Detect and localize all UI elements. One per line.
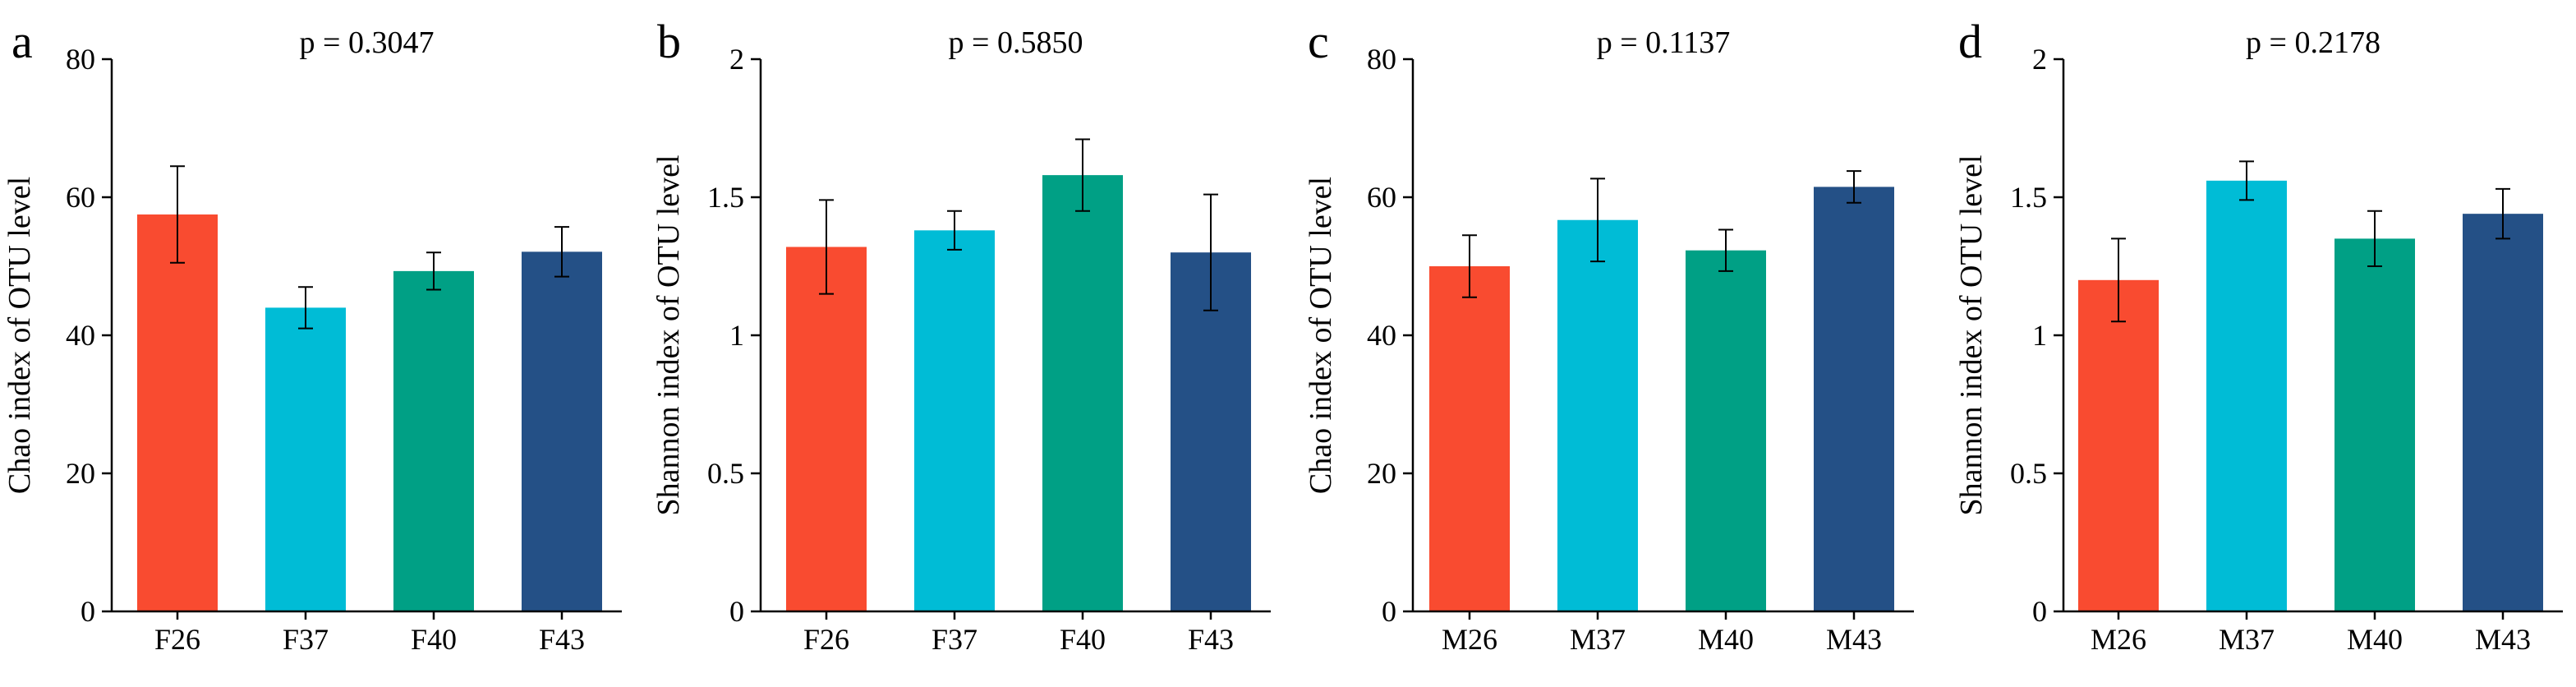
chart-a-bar-F40 (393, 270, 474, 611)
chart-d-bar-M40 (2334, 238, 2415, 611)
chart-c-ylabel: Chao index of OTU level (1304, 177, 1338, 494)
chart-d-ytick-label-0: 0 (2032, 595, 2047, 628)
chart-d-ytick-label-3: 1.5 (2010, 181, 2047, 214)
chart-a-xtick-label-F43: F43 (539, 623, 585, 656)
chart-c-xtick-label-M40: M40 (1698, 623, 1754, 656)
chart-a-panel-letter: a (12, 15, 33, 68)
chart-b-ytick-label-1: 0.5 (707, 457, 744, 490)
chart-a-title: p = 0.3047 (300, 25, 435, 60)
chart-a-bar-F37 (265, 307, 346, 611)
chart-c-title: p = 0.1137 (1597, 25, 1731, 60)
chart-a-xtick-label-F40: F40 (411, 623, 457, 656)
chart-c-bar-M37 (1557, 219, 1638, 611)
chart-d-ytick-label-4: 2 (2032, 43, 2047, 76)
chart-d-bar-M37 (2206, 180, 2287, 612)
chart-b-bar-F26 (786, 247, 867, 611)
chart-a-xtick-label-F26: F26 (154, 623, 200, 656)
chart-c-panel-letter: c (1308, 15, 1329, 68)
chart-c-xtick-label-M37: M37 (1570, 623, 1626, 656)
chart-b-ylabel: Shannon index of OTU level (651, 154, 686, 515)
chart-c-bar-M40 (1686, 250, 1766, 611)
chart-c-ytick-label-4: 80 (1367, 43, 1396, 76)
chart-a-ytick-label-4: 80 (66, 43, 95, 76)
chart-b-xtick-label-F40: F40 (1060, 623, 1106, 656)
chart-a-bar-F43 (522, 251, 602, 611)
chart-c-bar-M43 (1814, 187, 1894, 611)
chart-d-panel-letter: d (1958, 15, 1982, 68)
chart-d-xtick-label-M26: M26 (2091, 623, 2146, 656)
chart-c-bar-M26 (1429, 266, 1510, 611)
chart-d-bar-M43 (2463, 214, 2543, 611)
chart-c-xtick-label-M26: M26 (1442, 623, 1497, 656)
chart-d-xtick-label-M43: M43 (2475, 623, 2531, 656)
chart-a-ytick-label-0: 0 (80, 595, 95, 628)
chart-a-ytick-label-2: 40 (66, 319, 95, 352)
chart-a-xtick-label-F37: F37 (283, 623, 329, 656)
chart-b-ytick-label-3: 1.5 (707, 181, 744, 214)
chart-a-ytick-label-1: 20 (66, 457, 95, 490)
chart-b-xtick-label-F37: F37 (932, 623, 978, 656)
chart-b-xtick-label-F26: F26 (803, 623, 849, 656)
chart-a-ylabel: Chao index of OTU level (2, 177, 37, 494)
chart-c-xtick-label-M43: M43 (1826, 623, 1882, 656)
chart-b-xtick-label-F43: F43 (1188, 623, 1234, 656)
chart-b-ytick-label-0: 0 (729, 595, 744, 628)
chart-d-title: p = 0.2178 (2246, 25, 2380, 60)
chart-c-ytick-label-1: 20 (1367, 457, 1396, 490)
chart-d-ylabel: Shannon index of OTU level (1954, 154, 1989, 515)
chart-c-ytick-label-3: 60 (1367, 181, 1396, 214)
chart-a-ytick-label-3: 60 (66, 181, 95, 214)
chart-c-ytick-label-0: 0 (1382, 595, 1396, 628)
chart-d-bar-M26 (2078, 279, 2159, 611)
chart-c-ytick-label-2: 40 (1367, 319, 1396, 352)
chart-d-ytick-label-1: 0.5 (2010, 457, 2047, 490)
chart-b-bar-F40 (1042, 175, 1123, 611)
chart-b-panel-letter: b (657, 15, 681, 68)
chart-b-bar-F43 (1171, 252, 1251, 611)
chart-b-title: p = 0.5850 (949, 25, 1083, 60)
chart-d-xtick-label-M40: M40 (2347, 623, 2403, 656)
chart-b-bar-F37 (914, 230, 995, 611)
chart-b-ytick-label-4: 2 (729, 43, 744, 76)
chart-d-ytick-label-2: 1 (2032, 319, 2047, 352)
chart-b-ytick-label-2: 1 (729, 319, 744, 352)
chart-a-bar-F26 (137, 214, 218, 611)
chart-d-xtick-label-M37: M37 (2219, 623, 2275, 656)
